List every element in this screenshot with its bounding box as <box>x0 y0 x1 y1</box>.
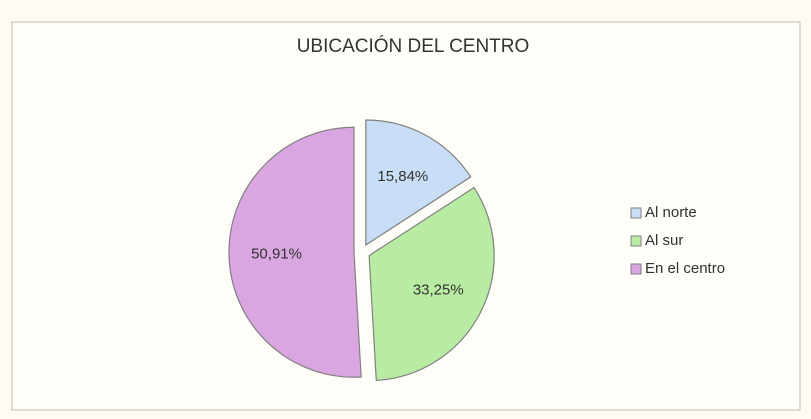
legend-label: En el centro <box>645 260 725 277</box>
legend-swatch <box>630 235 642 247</box>
data-label: 33,25% <box>413 282 464 299</box>
pie-slice <box>368 186 495 382</box>
data-label: 50,91% <box>251 245 302 262</box>
legend-label: Al norte <box>645 204 697 221</box>
data-label: 15,84% <box>377 168 428 185</box>
legend-swatch <box>630 263 642 275</box>
pie-slice <box>228 126 362 378</box>
pie-slice <box>365 119 472 247</box>
legend-label: Al sur <box>645 232 683 249</box>
legend-swatch <box>630 207 642 219</box>
chart-title: UBICACIÓN DEL CENTRO <box>297 35 530 57</box>
